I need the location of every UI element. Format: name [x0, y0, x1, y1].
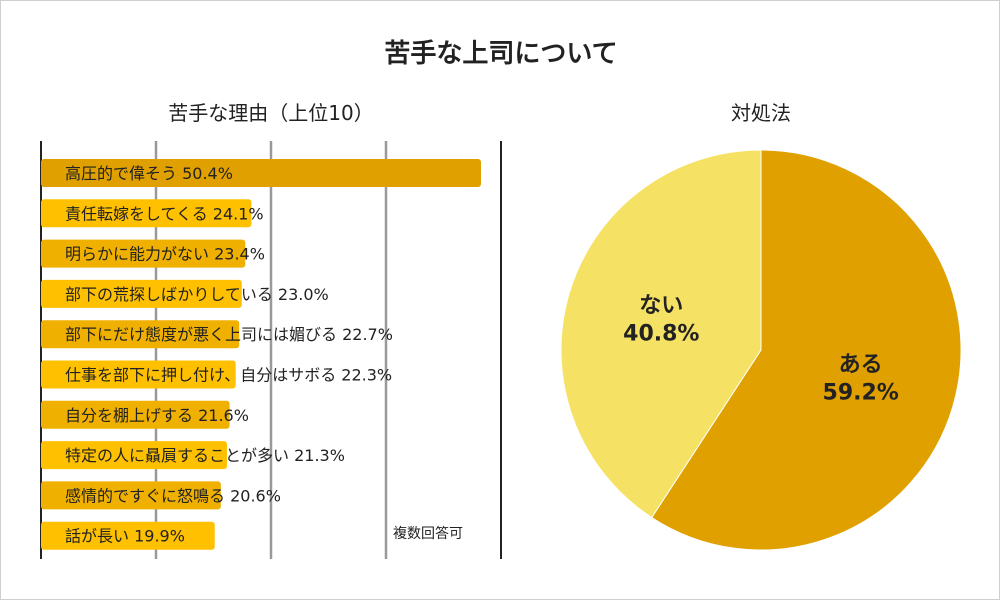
main-title: 苦手な上司について	[384, 39, 618, 69]
bar	[41, 521, 215, 550]
pie-category-label: ある	[839, 353, 883, 378]
bar-label: 高圧的で偉そう 50.4%	[65, 164, 233, 183]
bar	[41, 159, 481, 187]
bar-label: 感情的ですぐに怒鳴る 20.6%	[65, 486, 281, 505]
bar	[41, 360, 236, 389]
pie-slice	[560, 149, 762, 519]
bar	[41, 239, 246, 268]
bar	[41, 320, 240, 349]
bar-label: 特定の人に贔屓することが多い 21.3%	[65, 446, 345, 465]
bar-label: 自分を棚上げする 21.6%	[65, 406, 249, 425]
bar	[41, 481, 221, 510]
multiple-answers-note: 複数回答可	[393, 526, 463, 542]
bar-label: 部下にだけ態度が悪く上司には媚びる 22.7%	[65, 325, 393, 344]
bar-label: 明らかに能力がない 23.4%	[65, 245, 265, 264]
pie-chart-title: 対処法	[731, 101, 791, 125]
bar-chart-title: 苦手な理由（上位10）	[168, 101, 374, 125]
bar-label: 責任転嫁をしてくる 24.1%	[65, 204, 264, 223]
bar	[41, 400, 230, 429]
pie-slice	[651, 149, 962, 551]
bar	[41, 199, 252, 228]
bar	[41, 441, 227, 470]
pie-category-label: ない	[639, 293, 683, 318]
bar-label: 仕事を部下に押し付け、自分はサボる 22.3%	[65, 366, 392, 385]
pie-value-label: 59.2%	[823, 381, 899, 406]
bar	[41, 279, 242, 308]
bar-label: 話が長い 19.9%	[65, 527, 185, 546]
bar-label: 部下の荒探しばかりしている 23.0%	[65, 285, 329, 304]
pie-value-label: 40.8%	[623, 321, 699, 346]
